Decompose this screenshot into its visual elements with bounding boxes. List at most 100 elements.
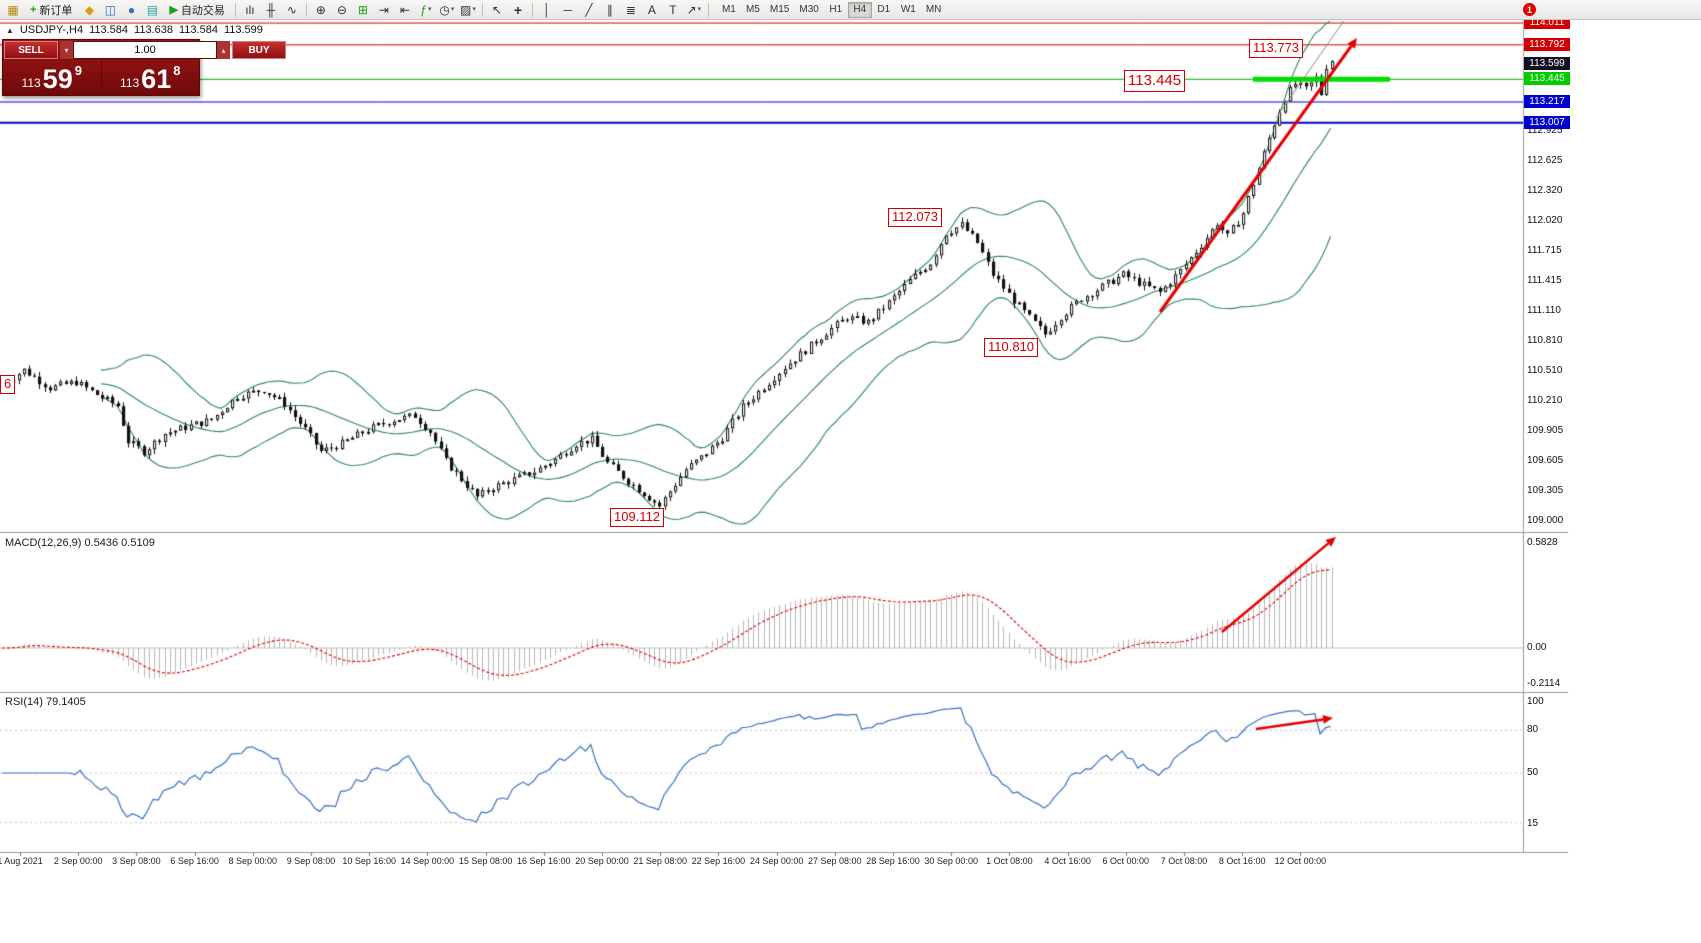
arrows-icon[interactable]: ↗ ▾ (686, 2, 702, 17)
date-axis-label: 9 Sep 08:00 (286, 856, 336, 866)
timeframe-m1-button[interactable]: M1 (721, 4, 736, 15)
bar-chart-icon[interactable]: ılı (245, 2, 255, 17)
oct-divider (100, 60, 102, 95)
trendline-icon[interactable]: ╱ (585, 2, 593, 17)
new-order-button[interactable]: + 新订单 (24, 1, 78, 19)
price-axis-label: 109.000 (1527, 515, 1564, 526)
autotrade-button-icon: ▶ (169, 4, 178, 16)
crosshair-icon[interactable]: + (513, 1, 522, 18)
buy-price-sup: 8 (173, 63, 181, 78)
navigator-icon[interactable]: ● (127, 2, 136, 17)
date-axis-label: 14 Sep 00:00 (400, 856, 455, 866)
date-axis-label: 20 Sep 00:00 (575, 856, 629, 866)
date-axis-label: 8 Sep 00:00 (228, 856, 278, 866)
price-annotation-flag[interactable]: 113.445 (1124, 70, 1186, 92)
price-annotation-flag[interactable]: 109.112 (610, 508, 665, 527)
price-axis-label: 112.625 (1527, 154, 1563, 166)
volume-decrease-button[interactable]: ▾ (60, 41, 73, 59)
timeframe-m5-button[interactable]: M5 (745, 4, 760, 15)
price-annotation-flag[interactable]: 6 (0, 375, 16, 394)
price-axis-label: 109.605 (1527, 454, 1564, 466)
volume-input[interactable] (73, 41, 217, 59)
ohlc-low: 113.584 (179, 24, 218, 36)
notification-badge-icon: 1 (1523, 3, 1536, 16)
indicator-axis-label: 0.5828 (1527, 537, 1558, 548)
periods-icon-dropdown[interactable]: ▾ (450, 6, 455, 13)
date-axis-label: 30 Sep 00:00 (924, 856, 978, 866)
new-chart-icon[interactable]: ▦ (7, 2, 19, 17)
new-order-button-label: 新订单 (39, 4, 73, 17)
indicators-icon-dropdown[interactable]: ▾ (427, 6, 432, 13)
date-axis-label: 6 Sep 16:00 (170, 856, 219, 866)
new-order-button-icon: + (30, 3, 37, 16)
date-axis-label: 2 Sep 00:00 (53, 856, 103, 866)
timeframe-h4-button[interactable]: H4 (847, 1, 872, 18)
price-annotation-flag[interactable]: 112.073 (888, 208, 943, 227)
timeframe-h1-button[interactable]: H1 (829, 4, 843, 15)
auto-scroll-icon[interactable]: ⇥ (378, 2, 389, 17)
cursor-icon[interactable]: ↖ (491, 2, 502, 17)
price-level-badge: 113.792 (1524, 37, 1570, 51)
buy-button[interactable]: BUY (232, 41, 286, 59)
candlestick-chart-icon[interactable]: ╫ (266, 2, 276, 17)
date-axis-label: 4 Oct 16:00 (1044, 856, 1091, 866)
date-axis-label: 24 Sep 00:00 (749, 856, 804, 866)
sell-price-display[interactable]: 113 59 9 (3, 60, 101, 95)
text-icon[interactable]: A (647, 2, 656, 17)
zoom-in-icon[interactable]: ⊕ (315, 2, 326, 17)
one-click-trading-panel: SELL ▾ ▴ BUY 113 59 9 113 61 8 (2, 39, 286, 96)
autotrade-button[interactable]: ▶ 自动交易 (163, 1, 230, 19)
arrows-icon-dropdown[interactable]: ▾ (697, 6, 702, 13)
price-annotation-flag[interactable]: 110.810 (984, 338, 1039, 357)
date-axis-label: 21 Sep 08:00 (633, 856, 687, 866)
indicator-axis-label: 50 (1527, 767, 1539, 778)
date-axis-label: 8 Oct 16:00 (1218, 856, 1266, 866)
sell-button[interactable]: SELL (4, 41, 58, 59)
channel-icon[interactable]: ∥ (606, 2, 613, 17)
zoom-out-icon[interactable]: ⊖ (336, 2, 347, 17)
timeframe-mn-button[interactable]: MN (925, 4, 942, 15)
toolbar-icon-group: ▦ + 新订单 ◆ ◫ ● ▤ ▶ 自动交易 ılı ╫ ∿ ⊕ ⊖ ⊞ ⇥ ⇤ ƒ ▾ ◷ ▾ ▨ ▾ ↖ + │ ─ ╱ ∥ ≣ A T ↗… (3, 1, 712, 19)
terminal-icon[interactable]: ▤ (146, 2, 159, 17)
indicators-icon[interactable]: ƒ ▾ (420, 2, 432, 17)
chart-shift-icon[interactable]: ⇤ (399, 2, 410, 17)
price-level-badge: 113.007 (1524, 115, 1570, 129)
sell-price-prefix: 113 (21, 76, 41, 90)
timeframe-m30-button[interactable]: M30 (799, 4, 819, 15)
oct-controls-row: SELL ▾ ▴ BUY (3, 40, 286, 60)
periods-icon[interactable]: ◷ ▾ (439, 2, 455, 17)
horizontal-line-icon[interactable]: ─ (563, 2, 573, 17)
fibonacci-icon[interactable]: ≣ (625, 2, 636, 17)
buy-price-display[interactable]: 113 61 8 (102, 60, 200, 95)
indicator-axis-label: 100 (1527, 696, 1544, 707)
tile-windows-icon[interactable]: ⊞ (357, 2, 368, 17)
price-level-badge: 113.217 (1524, 94, 1570, 108)
market-watch-icon[interactable]: ◆ (84, 2, 95, 17)
symbol-collapse-icon[interactable]: ▲ (6, 25, 14, 35)
templates-icon[interactable]: ▨ ▾ (459, 2, 476, 17)
templates-icon-dropdown[interactable]: ▾ (472, 6, 476, 13)
line-chart-icon[interactable]: ∿ (286, 2, 297, 17)
data-window-icon[interactable]: ◫ (104, 2, 117, 17)
price-level-badge: 113.445 (1524, 72, 1570, 86)
timeframe-m15-button[interactable]: M15 (769, 4, 790, 15)
ohlc-open: 113.584 (89, 24, 129, 36)
oct-prices-row: 113 59 9 113 61 8 (3, 60, 199, 95)
timeframe-d1-button[interactable]: D1 (877, 4, 891, 15)
price-axis-label: 112.320 (1527, 185, 1563, 197)
label-icon[interactable]: T (669, 2, 677, 17)
buy-price-prefix: 113 (120, 76, 140, 90)
vertical-line-icon[interactable]: │ (543, 2, 551, 17)
indicator-axis-label: 0.00 (1527, 642, 1547, 653)
price-annotation-flag[interactable]: 113.773 (1249, 39, 1304, 58)
volume-increase-button[interactable]: ▴ (217, 41, 230, 59)
date-axis-label: 16 Sep 16:00 (517, 856, 571, 866)
macd-indicator-label: MACD(12,26,9) 0.5436 0.5109 (5, 537, 155, 549)
timeframe-w1-button[interactable]: W1 (900, 4, 916, 15)
sell-price-big: 59 (42, 64, 73, 95)
timeframe-toolbar: M1 M5 M15 M30 H1 H4 D1 W1 MN (717, 1, 946, 18)
date-axis-label: 7 Oct 08:00 (1160, 856, 1208, 866)
date-axis-label: 10 Sep 16:00 (342, 856, 396, 866)
